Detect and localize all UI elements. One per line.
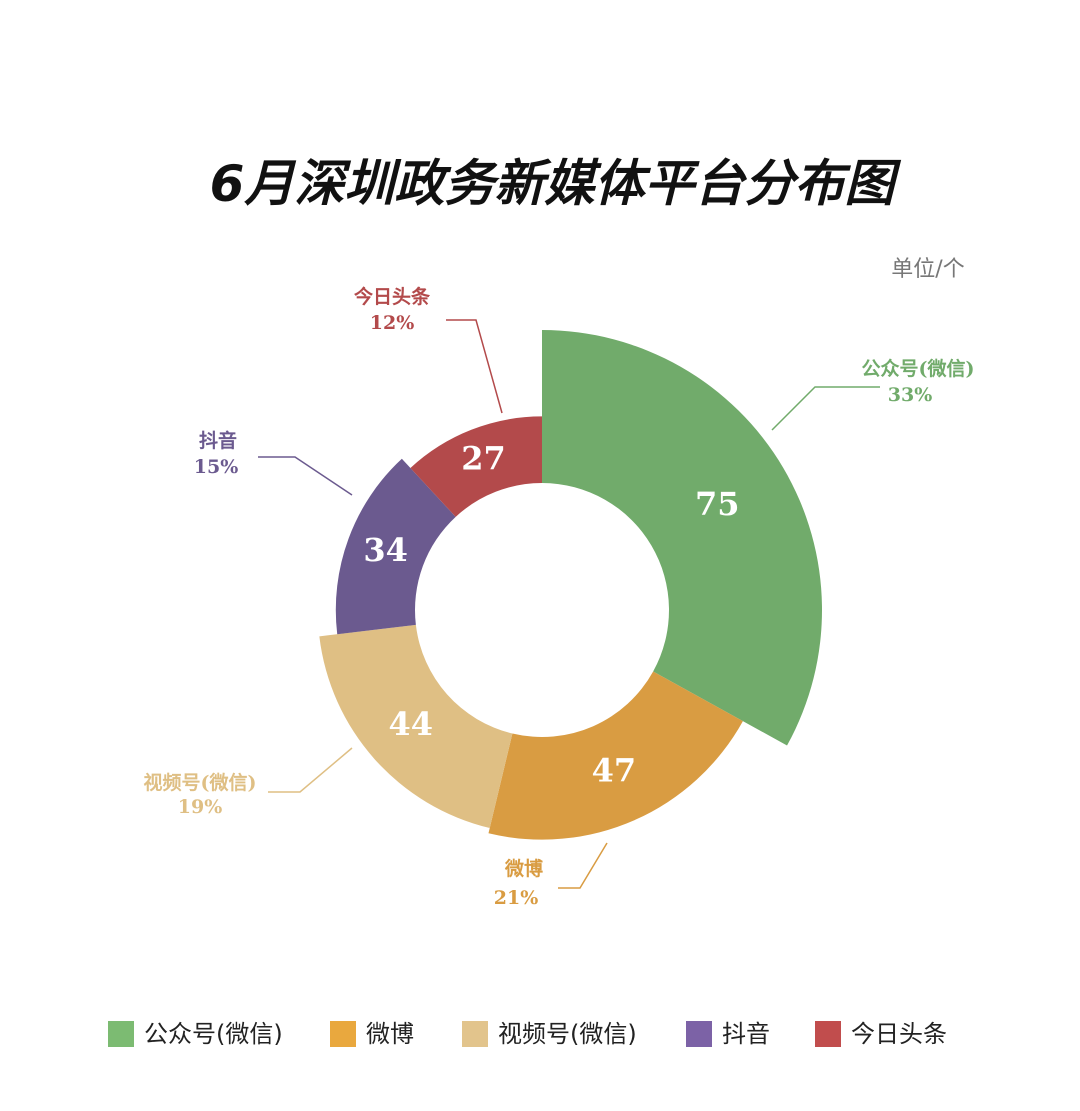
slice — [488, 671, 743, 840]
callout-name: 抖音 — [199, 429, 237, 452]
legend-label: 微博 — [366, 1020, 414, 1048]
legend-label: 抖音 — [722, 1020, 770, 1048]
callout-name: 公众号(微信) — [862, 357, 975, 380]
leader-line — [558, 842, 608, 889]
slice — [335, 458, 456, 635]
leader-line — [258, 456, 353, 496]
slice — [319, 624, 513, 829]
leader-line — [771, 386, 880, 431]
leader-line — [268, 747, 353, 793]
legend-label: 今日头条 — [851, 1020, 947, 1048]
chart-title: 6月深圳政务新媒体平台分布图 — [210, 155, 902, 213]
callout-share: 19% — [178, 796, 223, 818]
leader-line — [446, 319, 503, 414]
slice — [410, 416, 542, 517]
legend-swatch — [815, 1021, 841, 1047]
callout-name: 今日头条 — [353, 285, 431, 308]
legend-swatch — [330, 1021, 356, 1047]
value-label: 47 — [592, 752, 637, 790]
callout-share: 12% — [370, 312, 415, 334]
legend-swatch — [462, 1021, 488, 1047]
value-label: 44 — [388, 705, 433, 743]
legend-label: 视频号(微信) — [498, 1020, 637, 1048]
callout-name: 微博 — [504, 857, 543, 880]
legend-swatch — [686, 1021, 712, 1047]
value-label: 75 — [695, 485, 740, 523]
value-label: 27 — [461, 439, 506, 477]
callout-share: 33% — [888, 384, 933, 406]
slice — [542, 330, 822, 746]
value-label: 34 — [363, 531, 408, 569]
callout-share: 21% — [494, 887, 539, 909]
callout-share: 15% — [194, 456, 239, 478]
legend-label: 公众号(微信) — [144, 1020, 283, 1048]
legend-swatch — [108, 1021, 134, 1047]
callout-name: 视频号(微信) — [144, 771, 257, 794]
unit-label: 单位/个 — [891, 257, 964, 282]
